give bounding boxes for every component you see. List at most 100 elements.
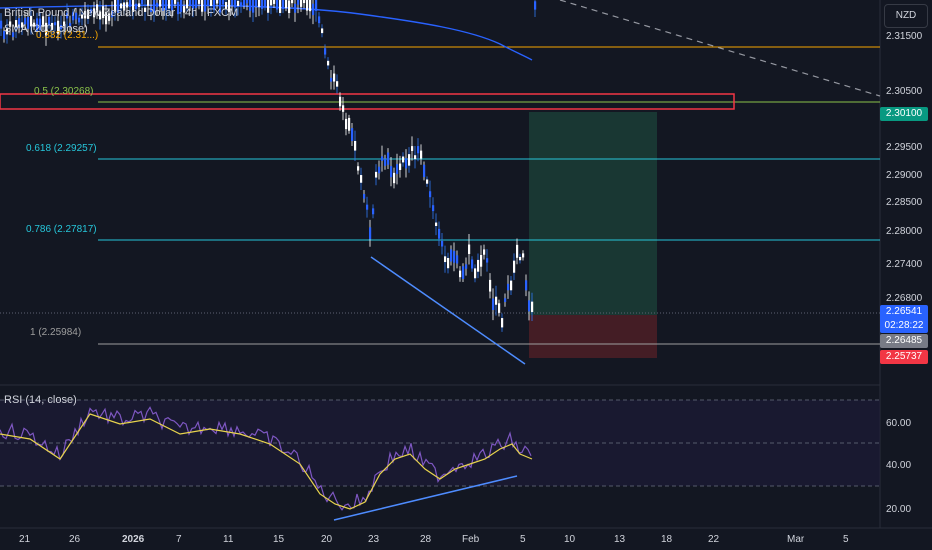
candle-body (234, 0, 237, 8)
candle-body (477, 259, 480, 272)
time-tick: 5 (520, 534, 526, 545)
time-tick: 5 (843, 534, 849, 545)
resistance-zone (0, 93, 735, 110)
time-tick: 18 (661, 534, 673, 545)
candle-body (345, 118, 348, 130)
candle-body (177, 1, 180, 15)
candle-body (348, 117, 351, 131)
currency-button[interactable]: NZD (884, 4, 928, 28)
candle-body (384, 158, 387, 166)
candle-body (162, 0, 165, 11)
price-tag-current: 2.26541 02:28:22 (880, 305, 928, 333)
candle-body (126, 2, 129, 8)
price-tick: 2.27400 (886, 259, 923, 270)
candle-body (519, 256, 522, 261)
candle-body (267, 0, 270, 13)
candle-body (315, 0, 318, 11)
candle-body (75, 12, 78, 20)
fib-label-0382: 0.382 (2.31...) (36, 30, 99, 41)
candle-body (396, 164, 399, 174)
candle-body (399, 163, 402, 170)
candle-body (48, 16, 51, 26)
candle-body (447, 257, 450, 269)
candle-body (534, 1, 537, 10)
candle-body (414, 155, 417, 160)
candle-body (240, 2, 243, 7)
candle-body (18, 18, 21, 28)
candle-body (378, 166, 381, 174)
candle-body (93, 8, 96, 18)
candle-body (186, 0, 189, 9)
candle-body (411, 146, 414, 151)
candle-body (432, 205, 435, 212)
candle-body (45, 22, 48, 36)
candle-body (342, 105, 345, 112)
candle-body (39, 18, 42, 30)
candle-body (27, 17, 30, 29)
candle-body (153, 0, 156, 13)
rsi-indicator-label[interactable]: RSI (14, close) (4, 394, 77, 406)
candle-body (105, 12, 108, 25)
candle-body (366, 204, 369, 210)
candle-body (102, 6, 105, 19)
candle-body (57, 20, 60, 34)
current-price-value: 2.26541 (885, 306, 923, 317)
candle-body (279, 0, 282, 13)
candle-body (450, 249, 453, 262)
candle-body (243, 0, 246, 6)
candle-body (390, 166, 393, 178)
price-tick: 2.29500 (886, 142, 923, 153)
time-tick: Mar (787, 534, 805, 545)
candle-body (423, 164, 426, 178)
candle-body (84, 10, 87, 19)
rsi-divergence-trendline (333, 475, 518, 521)
candle-body (216, 0, 219, 4)
candle-body (456, 255, 459, 264)
candle-body (147, 0, 150, 6)
candle-body (294, 3, 297, 13)
price-axis: 2.31500 2.30500 2.29500 2.29000 2.28500 … (886, 31, 923, 304)
candle-body (360, 175, 363, 183)
candle-body (393, 172, 396, 184)
candle-body (195, 0, 198, 8)
candle-body (330, 77, 333, 82)
candle-body (528, 300, 531, 312)
time-tick: 28 (420, 534, 432, 545)
time-tick: 20 (321, 534, 333, 545)
rsi-tick: 60.00 (886, 418, 911, 429)
sma-indicator-label[interactable]: SMA (200, close) (4, 23, 88, 35)
candle-body (78, 17, 81, 23)
candle-body (30, 15, 33, 27)
candle-body (213, 0, 216, 11)
candle-body (63, 21, 66, 27)
price-tag-resistance: 2.30100 (880, 107, 928, 121)
candle-body (444, 256, 447, 263)
candle-body (318, 16, 321, 24)
candle-body (297, 0, 300, 5)
price-tick: 2.28500 (886, 197, 923, 208)
candle-body (183, 6, 186, 13)
fib-label-0618: 0.618 (2.29257) (26, 143, 97, 154)
time-tick: 10 (564, 534, 576, 545)
candle-body (252, 0, 255, 13)
candle-body (459, 270, 462, 278)
candle-body (273, 0, 276, 4)
candle-body (228, 0, 231, 12)
candle-body (261, 0, 264, 9)
candle-body (156, 2, 159, 8)
candle-body (276, 0, 279, 10)
fib-label-05: 0.5 (2.30268) (34, 86, 94, 97)
candle-body (264, 0, 267, 7)
rsi-axis: 60.00 40.00 20.00 (886, 418, 911, 515)
symbol-title[interactable]: British Pound / New Zealand Dollar · 4h … (4, 7, 239, 19)
candle-body (522, 253, 525, 258)
time-tick: Feb (462, 534, 480, 545)
candle-body (453, 250, 456, 263)
candle-body (492, 298, 495, 311)
time-tick: 15 (273, 534, 285, 545)
candle-body (405, 158, 408, 169)
dashed-trendline (559, 0, 881, 97)
candle-body (387, 152, 390, 165)
countdown-timer: 02:28:22 (884, 320, 924, 331)
